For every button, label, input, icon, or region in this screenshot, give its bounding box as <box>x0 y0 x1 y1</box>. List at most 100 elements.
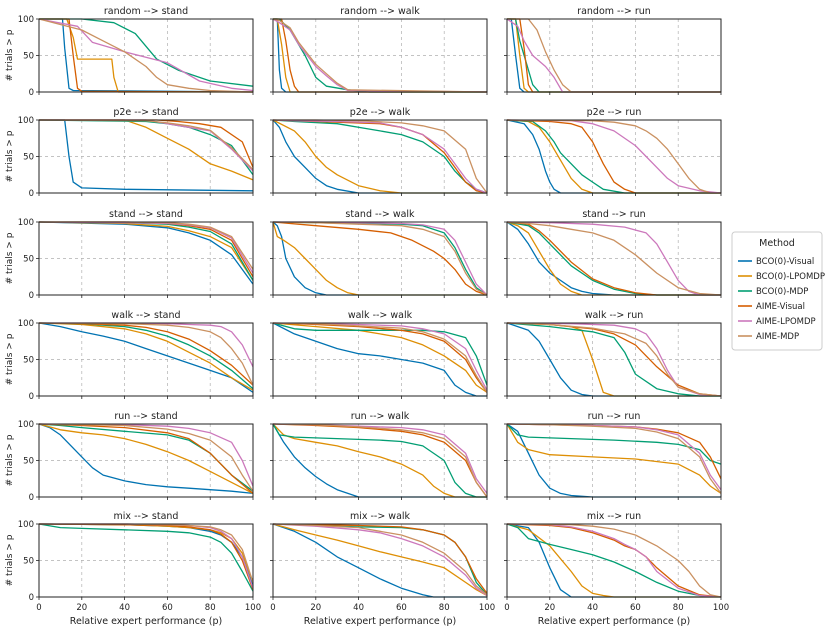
y-tick-label: 100 <box>18 520 34 530</box>
legend-title: Method <box>759 238 795 249</box>
series-line-aime-mdp <box>39 221 254 270</box>
subplot-title: mix --> walk <box>350 511 411 522</box>
series-line-aime-visual <box>272 322 488 393</box>
series-line-bco-0-mdp <box>38 423 254 492</box>
series-line-aime-mdp <box>506 119 721 194</box>
series-line-aime-lpomdp <box>506 423 722 491</box>
subplot-title: walk --> run <box>585 310 644 321</box>
series-line-aime-lpomdp <box>272 322 488 391</box>
series-line-bco-0-lpomdp <box>38 322 254 391</box>
subplot: walk --> stand 0 50 100# trials > p <box>5 310 254 402</box>
series-line-aime-lpomdp <box>506 18 721 93</box>
series-line-aime-lpomdp <box>272 18 488 93</box>
subplot-title: random --> stand <box>104 6 188 17</box>
series-line-bco-0-lpomdp <box>272 119 487 194</box>
x-tick-label: 0 <box>504 603 509 613</box>
series-line-bco-0-lpomdp <box>272 523 488 597</box>
series-line-aime-lpomdp <box>506 221 721 296</box>
y-tick-label: 100 <box>18 218 34 228</box>
series-line-aime-mdp <box>38 18 254 93</box>
series-line-bco-0-mdp <box>272 322 488 386</box>
series-line-bco-0-visual <box>39 119 254 192</box>
x-axis-label: Relative expert performance (p) <box>70 616 222 627</box>
series-line-bco-0-lpomdp <box>272 322 488 393</box>
series-line-bco-0-lpomdp <box>272 221 487 296</box>
subplot: random --> walk <box>270 6 488 95</box>
series-line-bco-0-mdp <box>38 523 254 592</box>
series-line-aime-lpomdp <box>506 119 722 194</box>
x-tick-label: 60 <box>630 603 641 613</box>
series-line-bco-0-mdp <box>38 221 254 281</box>
series-line-bco-0-lpomdp <box>38 221 254 281</box>
y-tick-label: 0 <box>29 88 34 98</box>
legend: Method BCO(0)-Visual BCO(0)-LPOMDP BCO(0)-M… <box>731 231 825 351</box>
series-line-aime-visual <box>272 523 488 594</box>
series-line-aime-visual <box>506 423 722 480</box>
subplot: mix --> walk 0 20 40 60 80 100 Relative expert … <box>270 511 495 627</box>
x-tick-label: 80 <box>205 603 216 613</box>
y-tick-label: 50 <box>23 153 34 163</box>
subplot: run --> stand 0 50 100# trials > p <box>5 411 254 503</box>
y-tick-label: 100 <box>18 15 34 25</box>
x-axis-label: Relative expert performance (p) <box>304 616 456 627</box>
subplot: stand --> run <box>504 209 722 298</box>
series-line-bco-0-mdp <box>272 523 488 596</box>
series-line-bco-0-mdp <box>506 322 721 397</box>
x-tick-label: 60 <box>396 603 407 613</box>
legend-label: AIME-LPOMDP <box>756 317 816 327</box>
y-tick-label: 0 <box>29 291 34 301</box>
series-line-aime-visual <box>38 523 254 590</box>
subplot-title: p2e --> stand <box>113 107 178 118</box>
y-axis-label: # trials > p <box>5 434 15 486</box>
subplot-title: p2e --> run <box>587 107 642 118</box>
series-line-aime-visual <box>506 523 722 598</box>
subplot-title: walk --> walk <box>348 310 413 321</box>
series-line-bco-0-mdp <box>39 18 254 87</box>
subplot-title: stand --> walk <box>345 209 415 220</box>
y-tick-label: 0 <box>29 593 34 603</box>
legend-label: AIME-MDP <box>756 332 799 342</box>
subplot: random --> run <box>504 6 722 95</box>
series-line-bco-0-lpomdp <box>38 423 254 494</box>
subplot: stand --> stand 0 50 100# trials > p <box>5 209 254 301</box>
y-tick-label: 50 <box>23 356 34 366</box>
series-line-aime-mdp <box>272 221 488 296</box>
series-line-aime-mdp <box>38 322 254 386</box>
series-line-bco-0-visual <box>272 523 487 598</box>
series-line-aime-mdp <box>38 119 254 171</box>
series-line-bco-0-visual <box>38 423 254 495</box>
series-line-aime-lpomdp <box>272 523 488 597</box>
series-line-bco-0-lpomdp <box>506 423 722 494</box>
x-tick-label: 100 <box>245 603 261 613</box>
series-line-bco-0-mdp <box>506 523 722 598</box>
subplot-title: run --> walk <box>351 411 410 422</box>
y-tick-label: 50 <box>23 457 34 467</box>
subplot: mix --> run 0 20 40 60 80 100 Relative expert p… <box>504 511 729 627</box>
x-axis-label: Relative expert performance (p) <box>538 616 690 627</box>
series-line-bco-0-visual <box>506 221 721 296</box>
legend-label: AIME-Visual <box>756 302 805 312</box>
x-tick-label: 80 <box>673 603 684 613</box>
y-axis-label: # trials > p <box>5 29 15 81</box>
x-tick-label: 0 <box>36 603 41 613</box>
series-line-aime-lpomdp <box>38 423 254 487</box>
y-tick-label: 50 <box>23 557 34 567</box>
x-tick-label: 40 <box>353 603 364 613</box>
y-tick-label: 0 <box>29 189 34 199</box>
x-tick-label: 20 <box>310 603 321 613</box>
y-tick-label: 50 <box>23 52 34 62</box>
series-line-bco-0-visual <box>272 119 487 194</box>
y-tick-label: 100 <box>18 116 34 126</box>
series-line-bco-0-visual <box>506 119 721 194</box>
legend-box <box>731 231 823 351</box>
series-line-aime-mdp <box>272 523 488 596</box>
subplot-title: random --> walk <box>340 6 420 17</box>
series-line-bco-0-visual <box>38 322 254 393</box>
subplot: random --> stand 0 50 100# trials > p <box>5 6 254 98</box>
x-tick-label: 20 <box>76 603 87 613</box>
series-line-bco-0-visual <box>272 322 487 397</box>
series-line-aime-visual <box>39 221 254 278</box>
